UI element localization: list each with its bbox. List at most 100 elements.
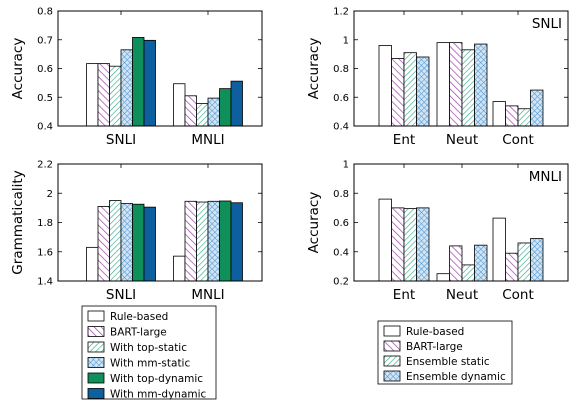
chart-panels: SNLI MNLI 0.4 0.5 0.6 0.7 0.8 Accuracy Ent Neut Co… (10, 7, 569, 303)
y-tick-label: 0.6 (333, 218, 349, 229)
bar-rule-based-ent (378, 45, 392, 127)
y-tick-label: 2 (47, 189, 53, 200)
legend-swatch-rule-based (383, 325, 401, 337)
bar-with-mm-dynamic-snli (143, 39, 156, 127)
x-tick-label: Ent (393, 287, 415, 303)
bar-bart-large-cont (505, 105, 519, 127)
y-tick-label: 0.4 (37, 122, 53, 133)
x-tick-label: Ent (393, 132, 415, 148)
bar-with-mm-static-mnli (207, 200, 220, 282)
legend-label-ensemble-dynamic: Ensemble dynamic (406, 371, 506, 383)
y-tick-label: 1.8 (37, 218, 53, 229)
y-tick-label: 0.7 (37, 35, 53, 46)
bar-bart-large-snli (97, 63, 110, 127)
legend-swatch-bart-large (383, 340, 401, 352)
bar-rule-based-neut (436, 42, 450, 127)
bar-with-mm-static-snli (120, 49, 133, 127)
y-tick-label: 1 (343, 160, 349, 171)
bar-bart-large-ent (391, 58, 405, 127)
y-tick-label: 0.6 (333, 93, 349, 104)
y-tick-label: 0.6 (37, 64, 53, 75)
bar-rule-based-neut (436, 273, 450, 282)
bar-bart-large-neut (449, 42, 463, 127)
panel-title: MNLI (529, 169, 562, 185)
bar-with-mm-static-snli (120, 203, 133, 282)
bar-with-mm-dynamic-mnli (230, 80, 243, 127)
y-axis-label: Accuracy (306, 192, 322, 254)
legend-swatch-bart-large (87, 326, 105, 337)
bar-with-mm-dynamic-mnli (230, 202, 243, 282)
bar-ensemble-static-ent (403, 208, 417, 282)
legend-swatch-ensemble-dynamic (383, 370, 401, 382)
legend-swatch-with-top-dynamic (87, 372, 105, 384)
bar-bart-large-neut (449, 245, 463, 282)
legend-label-with-mm-static: With mm-static (110, 358, 190, 370)
bar-with-top-dynamic-snli (132, 203, 145, 282)
legend-label-bart-large: BART-large (110, 327, 167, 339)
legend-swatch-with-mm-dynamic (87, 388, 105, 399)
legend-label-ensemble-static: Ensemble static (406, 356, 490, 368)
chart-bottom-left: SNLI MNLI 1.4 1.6 1.8 2 2.2 Grammaticality (10, 160, 263, 303)
y-axis-label: Accuracy (10, 38, 26, 100)
y-tick-label: 1 (343, 35, 349, 46)
chart-bottom-right: Ent Neut Cont 0.2 0.4 0.6 0.8 1 Accuracy MNLI (306, 160, 569, 303)
y-tick-label: 0.2 (333, 277, 349, 288)
bar-with-top-static-snli (109, 200, 122, 282)
bar-rule-based-cont (492, 101, 506, 127)
panel-title: SNLI (532, 16, 562, 32)
bar-ensemble-dynamic-neut (474, 43, 488, 127)
bar-ensemble-static-cont (517, 242, 531, 282)
y-tick-label: 0.4 (333, 247, 349, 258)
bar-with-top-dynamic-snli (132, 37, 145, 127)
bar-rule-based-ent (378, 198, 392, 282)
legend-swatch-with-mm-static (87, 357, 105, 368)
bar-rule-based-cont (492, 217, 506, 282)
x-tick-label: Neut (446, 287, 478, 303)
bar-ensemble-dynamic-neut (474, 244, 488, 282)
bar-rule-based-mnli (173, 255, 186, 282)
y-axis-label: Accuracy (306, 38, 322, 100)
x-tick-label: MNLI (191, 287, 224, 303)
y-tick-label: 1.6 (37, 247, 53, 258)
bar-ensemble-static-neut (461, 264, 475, 282)
legend-swatch-ensemble-static (383, 355, 401, 367)
y-tick-label: 2.2 (37, 160, 53, 171)
legend-label-bart-large: BART-large (406, 341, 463, 353)
x-tick-label: Cont (502, 287, 534, 303)
bar-ensemble-dynamic-ent (416, 56, 430, 127)
x-tick-label: Neut (446, 132, 478, 148)
bar-rule-based-snli (86, 63, 99, 127)
bar-ensemble-dynamic-cont (530, 89, 544, 127)
y-tick-label: 0.8 (333, 189, 349, 200)
legend-swatch-rule-based (87, 310, 105, 322)
bar-with-top-dynamic-mnli (219, 88, 232, 127)
legend-frame (81, 305, 217, 400)
legend-label-with-top-static: With top-static (110, 342, 187, 354)
bar-bart-large-ent (391, 207, 405, 282)
y-tick-label: 0.8 (333, 64, 349, 75)
bar-with-top-static-snli (109, 65, 122, 127)
y-tick-label: 0.8 (37, 7, 53, 18)
legend-label-rule-based: Rule-based (110, 311, 168, 323)
legend-left: Rule-based BART-large With top-static With … (81, 305, 217, 401)
bar-ensemble-dynamic-cont (530, 238, 544, 282)
bar-rule-based-snli (86, 246, 99, 282)
bar-ensemble-static-neut (461, 49, 475, 127)
y-tick-label: 1.2 (333, 7, 349, 18)
bar-ensemble-static-cont (517, 108, 531, 127)
chart-top-right: Ent Neut Cont 0.4 0.6 0.8 1 1.2 Accuracy SNLI (306, 7, 569, 148)
bar-ensemble-dynamic-ent (416, 207, 430, 282)
bar-bart-large-mnli (184, 200, 197, 282)
bar-ensemble-static-ent (403, 52, 417, 127)
x-tick-label: SNLI (106, 132, 136, 148)
bar-with-mm-dynamic-snli (143, 206, 156, 282)
y-axis-label: Grammaticality (10, 170, 26, 274)
bar-with-top-static-mnli (196, 103, 209, 127)
legend-swatch-with-top-static (87, 341, 105, 353)
legend-right: Rule-based BART-large Ensemble static Ensem… (377, 320, 513, 385)
y-tick-label: 1.4 (37, 277, 53, 288)
bar-bart-large-snli (97, 206, 110, 282)
legend-label-rule-based: Rule-based (406, 326, 464, 338)
x-tick-label: MNLI (191, 132, 224, 148)
